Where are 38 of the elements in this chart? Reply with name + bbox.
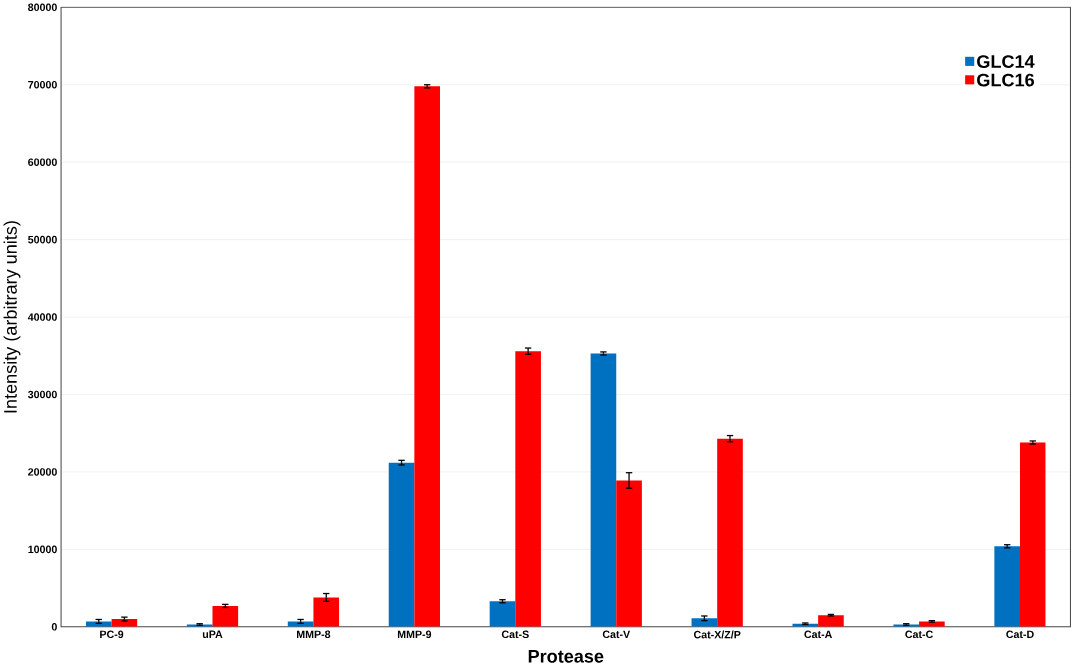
bar: [515, 351, 541, 627]
legend-label: GLC14: [977, 55, 1035, 68]
y-tick-label: 20000: [28, 468, 57, 476]
y-axis-title: Intensity (arbitrary units): [3, 221, 21, 413]
y-tick-label: 50000: [28, 235, 57, 244]
x-tick-label: Cat-D: [1006, 630, 1034, 638]
bar: [616, 480, 642, 627]
bar: [388, 462, 415, 627]
bar: [489, 601, 516, 627]
x-tick-label: Cat-S: [501, 630, 529, 638]
bar: [85, 621, 112, 627]
bar: [1020, 442, 1046, 627]
bar: [414, 86, 440, 627]
bar: [717, 438, 743, 627]
x-tick-label: Cat-C: [905, 630, 933, 638]
x-tick-label: Cat-A: [804, 630, 833, 638]
x-tick-label: MMP-8: [297, 630, 331, 638]
bar: [212, 605, 239, 627]
y-tick-label: 40000: [27, 313, 57, 321]
x-tick-label: PC-9: [100, 630, 124, 638]
x-tick-label: Cat-V: [602, 630, 631, 638]
x-axis-title: Protease: [528, 649, 604, 663]
y-tick-label: 60000: [28, 158, 57, 166]
bar: [994, 546, 1021, 627]
x-tick-label: uPA: [202, 630, 223, 638]
y-tick-label: 70000: [28, 80, 57, 89]
bar: [919, 621, 945, 627]
x-tick-label: MMP-9: [397, 630, 432, 638]
x-tick-label: Cat-X/Z/P: [693, 630, 741, 639]
y-tick-label: 0: [51, 622, 57, 631]
bar: [691, 618, 718, 627]
legend-label: GLC16: [977, 73, 1035, 87]
bar: [313, 597, 340, 627]
y-tick-label: 80000: [28, 3, 57, 11]
bar: [590, 353, 617, 627]
bar: [818, 615, 844, 627]
y-tick-label: 10000: [28, 545, 57, 554]
y-tick-label: 30000: [27, 390, 57, 399]
